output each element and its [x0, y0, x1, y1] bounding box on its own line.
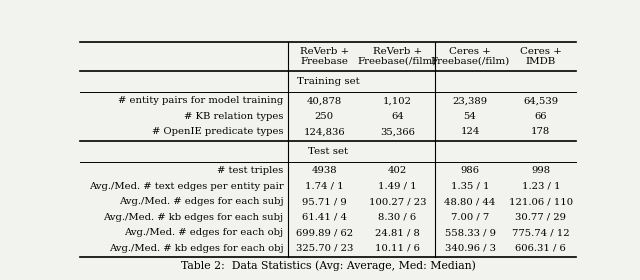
Text: 402: 402	[388, 166, 407, 175]
Text: ReVerb +: ReVerb +	[300, 47, 349, 56]
Text: IMDB: IMDB	[525, 57, 556, 66]
Text: 66: 66	[534, 112, 547, 121]
Text: 1.35 / 1: 1.35 / 1	[451, 182, 490, 191]
Text: 30.77 / 29: 30.77 / 29	[515, 213, 566, 222]
Text: 124,836: 124,836	[303, 127, 345, 136]
Text: 23,389: 23,389	[452, 96, 488, 105]
Text: 100.27 / 23: 100.27 / 23	[369, 197, 426, 206]
Text: 986: 986	[461, 166, 479, 175]
Text: 340.96 / 3: 340.96 / 3	[445, 244, 495, 253]
Text: Table 2:  Data Statistics (Avg: Average, Med: Median): Table 2: Data Statistics (Avg: Average, …	[180, 260, 476, 271]
Text: 699.89 / 62: 699.89 / 62	[296, 228, 353, 237]
Text: 998: 998	[531, 166, 550, 175]
Text: 775.74 / 12: 775.74 / 12	[512, 228, 570, 237]
Text: 64,539: 64,539	[524, 96, 558, 105]
Text: 40,878: 40,878	[307, 96, 342, 105]
Text: Test set: Test set	[308, 147, 348, 156]
Text: Freebase(/film): Freebase(/film)	[431, 57, 509, 66]
Text: 325.70 / 23: 325.70 / 23	[296, 244, 353, 253]
Text: Avg./Med. # edges for each obj: Avg./Med. # edges for each obj	[124, 228, 284, 237]
Text: 61.41 / 4: 61.41 / 4	[302, 213, 347, 222]
Text: 24.81 / 8: 24.81 / 8	[375, 228, 420, 237]
Text: 95.71 / 9: 95.71 / 9	[302, 197, 347, 206]
Text: 1.74 / 1: 1.74 / 1	[305, 182, 344, 191]
Text: 121.06 / 110: 121.06 / 110	[509, 197, 573, 206]
Text: 10.11 / 6: 10.11 / 6	[375, 244, 420, 253]
Text: 48.80 / 44: 48.80 / 44	[444, 197, 496, 206]
Text: 178: 178	[531, 127, 550, 136]
Text: Avg./Med. # text edges per entity pair: Avg./Med. # text edges per entity pair	[88, 182, 284, 191]
Text: 4938: 4938	[312, 166, 337, 175]
Text: 1,102: 1,102	[383, 96, 412, 105]
Text: # test triples: # test triples	[217, 166, 284, 175]
Text: Training set: Training set	[296, 77, 360, 86]
Text: # OpenIE predicate types: # OpenIE predicate types	[152, 127, 284, 136]
Text: Avg./Med. # edges for each subj: Avg./Med. # edges for each subj	[119, 197, 284, 206]
Text: 250: 250	[315, 112, 334, 121]
Text: 35,366: 35,366	[380, 127, 415, 136]
Text: 1.23 / 1: 1.23 / 1	[522, 182, 560, 191]
Text: Avg./Med. # kb edges for each obj: Avg./Med. # kb edges for each obj	[109, 244, 284, 253]
Text: 64: 64	[391, 112, 404, 121]
Text: 124: 124	[460, 127, 480, 136]
Text: 1.49 / 1: 1.49 / 1	[378, 182, 417, 191]
Text: Avg./Med. # kb edges for each subj: Avg./Med. # kb edges for each subj	[103, 213, 284, 222]
Text: 558.33 / 9: 558.33 / 9	[445, 228, 495, 237]
Text: Ceres +: Ceres +	[520, 47, 562, 56]
Text: 54: 54	[463, 112, 477, 121]
Text: Freebase(/film): Freebase(/film)	[358, 57, 437, 66]
Text: 8.30 / 6: 8.30 / 6	[378, 213, 417, 222]
Text: 606.31 / 6: 606.31 / 6	[515, 244, 566, 253]
Text: 7.00 / 7: 7.00 / 7	[451, 213, 489, 222]
Text: # entity pairs for model training: # entity pairs for model training	[118, 96, 284, 105]
Text: # KB relation types: # KB relation types	[184, 112, 284, 121]
Text: ReVerb +: ReVerb +	[373, 47, 422, 56]
Text: Ceres +: Ceres +	[449, 47, 491, 56]
Text: Freebase: Freebase	[300, 57, 348, 66]
